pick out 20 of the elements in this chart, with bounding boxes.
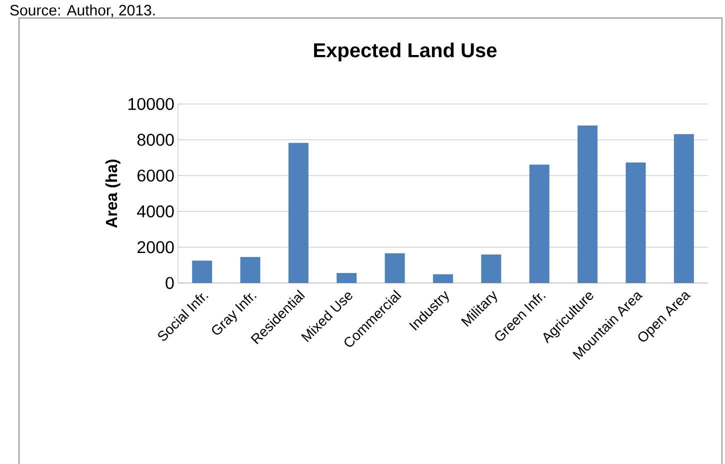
bar — [626, 162, 646, 283]
y-tick-label: 4000 — [137, 205, 174, 218]
y-tick-label: 0 — [166, 276, 174, 290]
bar — [578, 125, 598, 283]
source-note: Source: Author, 2013. — [10, 4, 155, 18]
bar — [674, 134, 694, 283]
bar — [336, 272, 357, 283]
bar — [384, 253, 405, 283]
bar — [529, 164, 550, 283]
bar — [433, 274, 454, 283]
chart-title: Expected Land Use — [314, 42, 497, 62]
bar — [481, 254, 502, 283]
y-tick-label: 8000 — [137, 134, 174, 146]
bar — [240, 257, 260, 283]
bar — [192, 260, 212, 283]
bar — [288, 142, 308, 283]
y-tick-label: 2000 — [138, 241, 174, 254]
y-axis-title: Area (ha) — [105, 160, 120, 228]
y-tick-label: 6000 — [138, 170, 174, 182]
y-tick-label: 10000 — [128, 98, 174, 110]
